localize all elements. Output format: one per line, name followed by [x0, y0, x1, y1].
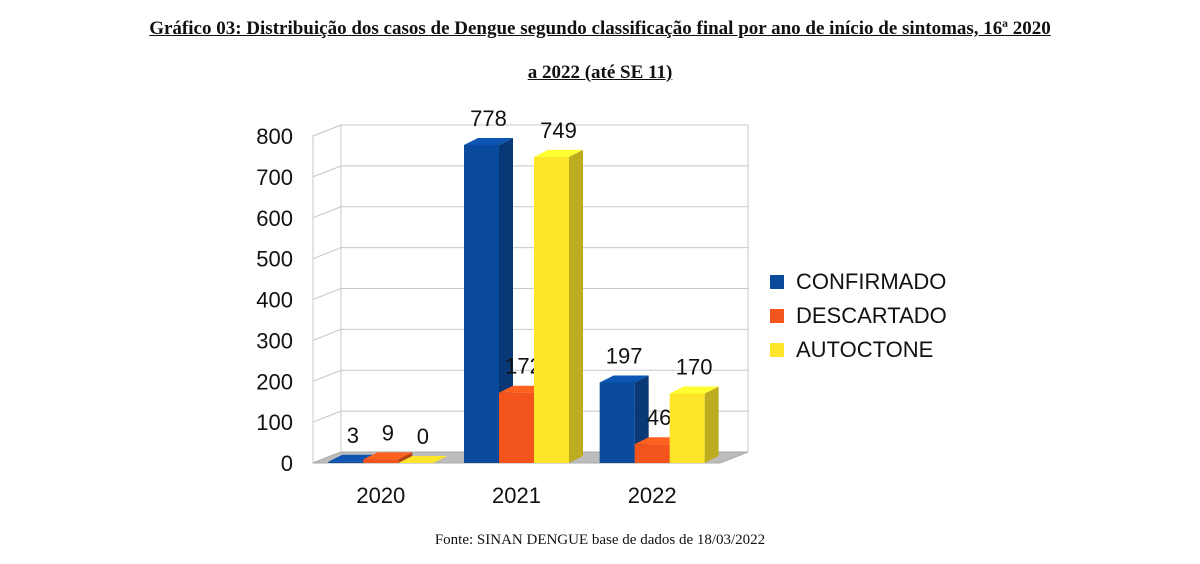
- data-label: 197: [606, 343, 643, 368]
- y-tick-label: 100: [256, 410, 293, 435]
- bar-autoctone-2021: [534, 149, 583, 463]
- legend-swatch-descartado: [770, 309, 784, 323]
- bar-side: [704, 386, 719, 463]
- data-label: 749: [540, 118, 577, 143]
- data-label: 9: [382, 420, 394, 445]
- data-label: 46: [647, 405, 671, 430]
- gridline-side: [312, 165, 342, 178]
- data-label: 778: [470, 106, 507, 131]
- gridline-side: [312, 124, 342, 137]
- x-tick-label: 2022: [628, 483, 677, 508]
- bar-confirmado-2021: [464, 137, 513, 463]
- y-tick-label: 200: [256, 369, 293, 394]
- bar-front: [599, 382, 635, 463]
- chart-title-line-2: a 2022 (até SE 11): [527, 62, 673, 83]
- chart-title-line-1: Gráfico 03: Distribuição dos casos de De…: [149, 18, 1051, 39]
- bar-top: [363, 452, 413, 460]
- y-tick-label: 400: [256, 288, 293, 313]
- legend-label-autoctone: AUTOCTONE: [796, 337, 933, 362]
- gridline-side: [312, 410, 342, 423]
- y-tick-label: 500: [256, 247, 293, 272]
- gridline-side: [312, 206, 342, 219]
- bar-front: [363, 459, 399, 463]
- bar-descartado-2020: [363, 452, 413, 463]
- bar-front: [499, 392, 534, 463]
- x-tick-label: 2021: [492, 483, 541, 508]
- gridline-side: [312, 247, 342, 260]
- bar-autoctone-2022: [669, 386, 719, 463]
- bar-top: [534, 149, 583, 157]
- gridline-side: [312, 328, 342, 341]
- bar-front: [534, 156, 569, 463]
- legend-label-descartado: DESCARTADO: [796, 303, 947, 328]
- bar-front: [328, 461, 364, 463]
- bar-side: [499, 137, 513, 463]
- gridline-side: [312, 369, 342, 382]
- bar-top: [599, 375, 649, 383]
- bar-front: [464, 144, 499, 463]
- gridline-side: [312, 288, 342, 300]
- legend-swatch-confirmado: [770, 275, 784, 289]
- data-label: 170: [676, 355, 713, 380]
- legend-swatch-autoctone: [770, 343, 784, 357]
- y-tick-label: 0: [281, 451, 293, 476]
- bar-side: [569, 149, 583, 463]
- bar-front: [634, 444, 670, 463]
- legend-label-confirmado: CONFIRMADO: [796, 269, 946, 294]
- data-label: 3: [347, 423, 359, 448]
- bar-flat: [398, 456, 448, 463]
- data-label: 0: [417, 424, 429, 449]
- y-tick-label: 600: [256, 206, 293, 231]
- y-tick-label: 300: [256, 328, 293, 353]
- bar-front: [669, 393, 705, 463]
- bar-top: [669, 386, 719, 394]
- bar-side: [398, 452, 413, 463]
- bar-autoctone-2020: [398, 456, 448, 463]
- x-tick-label: 2020: [356, 483, 405, 508]
- y-tick-label: 700: [256, 165, 293, 190]
- chart-source-note: Fonte: SINAN DENGUE base de dados de 18/…: [434, 532, 766, 548]
- bar-top: [464, 137, 513, 145]
- y-tick-label: 800: [256, 124, 293, 149]
